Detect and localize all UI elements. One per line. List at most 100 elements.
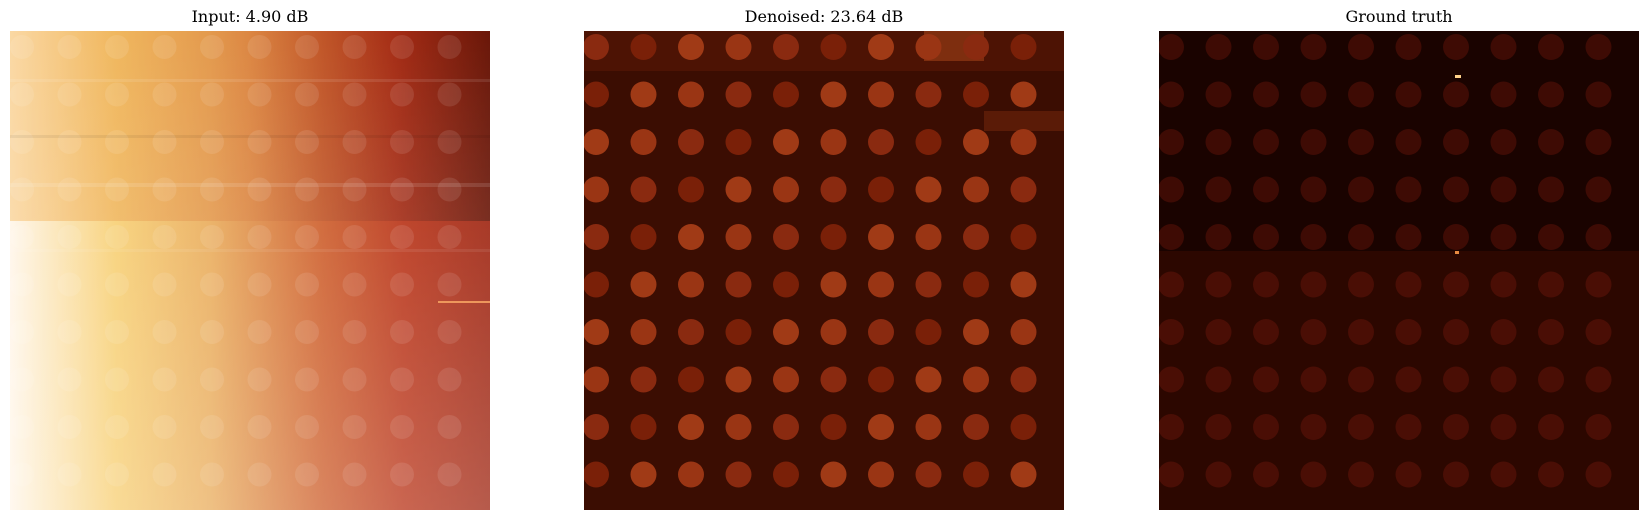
- dot: [1395, 224, 1422, 250]
- dot: [390, 320, 414, 344]
- dot: [1538, 81, 1564, 108]
- dot: [247, 320, 272, 344]
- dot: [105, 272, 129, 297]
- dot: [1443, 34, 1469, 60]
- dot: [1443, 81, 1469, 108]
- dot: [1205, 366, 1232, 393]
- dot: [915, 414, 942, 440]
- dot: [678, 461, 704, 488]
- dot: [295, 320, 319, 344]
- dot: [1348, 34, 1374, 60]
- dot: [1300, 461, 1327, 488]
- dot: [725, 461, 752, 488]
- dot: [1490, 129, 1517, 155]
- dot: [1205, 129, 1232, 155]
- dot: [963, 271, 989, 298]
- dot: [868, 271, 894, 298]
- dot: [342, 320, 367, 344]
- dot: [773, 224, 799, 250]
- dot: [390, 35, 414, 59]
- dot: [1490, 224, 1517, 250]
- dot: [1205, 224, 1232, 250]
- dot: [1300, 271, 1327, 298]
- dot: [1300, 81, 1327, 108]
- dot: [437, 272, 462, 297]
- ground-truth-panel: Ground truth: [1159, 0, 1639, 520]
- dot: [820, 129, 847, 155]
- dot: [915, 81, 942, 108]
- input-panel-title: Input: 4.90 dB: [191, 7, 309, 26]
- dot: [152, 415, 177, 439]
- dot: [247, 462, 272, 487]
- dot: [247, 225, 272, 249]
- dot: [584, 129, 609, 155]
- dot: [1300, 34, 1327, 60]
- dot: [1205, 271, 1232, 298]
- dot: [10, 35, 34, 59]
- dot: [773, 461, 799, 488]
- dot: [1253, 461, 1279, 488]
- dot: [152, 225, 177, 249]
- dot: [773, 414, 799, 440]
- dot: [10, 82, 34, 107]
- dot: [1010, 319, 1037, 345]
- dot: [1348, 176, 1374, 203]
- dot: [630, 81, 657, 108]
- dot: [915, 129, 942, 155]
- dot: [820, 461, 847, 488]
- dot: [390, 367, 414, 392]
- dot: [342, 82, 367, 107]
- dot: [1159, 34, 1184, 60]
- dot: [915, 461, 942, 488]
- dot: [1159, 414, 1184, 440]
- input-image: [10, 31, 490, 510]
- dot: [152, 320, 177, 344]
- dot: [1205, 414, 1232, 440]
- dot: [868, 34, 894, 60]
- dot: [342, 35, 367, 59]
- dot: [57, 367, 82, 392]
- dot: [152, 367, 177, 392]
- dot: [247, 272, 272, 297]
- dot: [10, 130, 34, 154]
- dot: [678, 414, 704, 440]
- dot: [200, 225, 224, 249]
- dot: [963, 414, 989, 440]
- dot: [1300, 414, 1327, 440]
- dot: [342, 462, 367, 487]
- dot: [1010, 271, 1037, 298]
- dot: [678, 271, 704, 298]
- dot: [342, 225, 367, 249]
- dot: [868, 366, 894, 393]
- dot: [820, 34, 847, 60]
- dot: [820, 414, 847, 440]
- dot: [57, 177, 82, 202]
- dot: [630, 366, 657, 393]
- dot: [868, 224, 894, 250]
- dot: [152, 272, 177, 297]
- dot: [1538, 224, 1564, 250]
- dot: [963, 129, 989, 155]
- dot: [915, 271, 942, 298]
- dot: [437, 367, 462, 392]
- dot: [390, 462, 414, 487]
- dot: [1395, 319, 1422, 345]
- dot: [295, 415, 319, 439]
- dot: [1585, 129, 1612, 155]
- dot: [1159, 461, 1184, 488]
- dot: [200, 35, 224, 59]
- dot: [1538, 129, 1564, 155]
- dot: [1010, 81, 1037, 108]
- dot: [678, 366, 704, 393]
- dot: [1253, 129, 1279, 155]
- dot: [1443, 366, 1469, 393]
- dot: [963, 461, 989, 488]
- dot: [1538, 414, 1564, 440]
- dot: [963, 176, 989, 203]
- dot: [1253, 81, 1279, 108]
- dot: [1490, 81, 1517, 108]
- dot: [247, 177, 272, 202]
- dot: [1585, 224, 1612, 250]
- dot: [1205, 461, 1232, 488]
- dot: [1395, 461, 1422, 488]
